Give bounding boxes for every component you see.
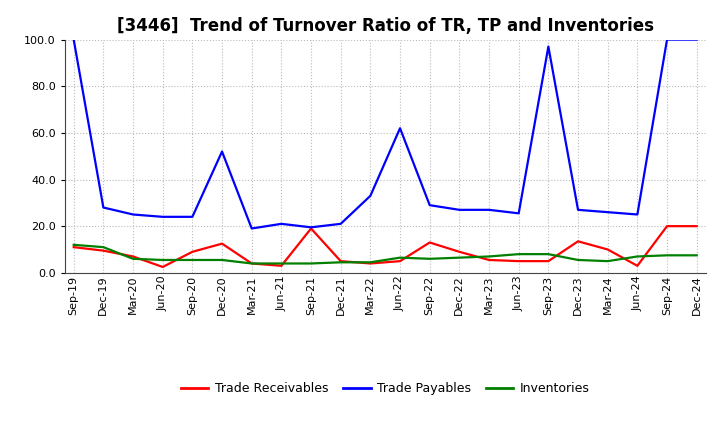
- Trade Receivables: [158, 264, 167, 270]
- Trade Payables: [366, 193, 374, 198]
- Trade Receivables: [426, 240, 434, 245]
- Trade Receivables: [514, 258, 523, 264]
- Trade Receivables: [396, 258, 405, 264]
- Trade Payables: [426, 202, 434, 208]
- Trade Receivables: [99, 248, 108, 253]
- Trade Payables: [455, 207, 464, 213]
- Trade Receivables: [693, 224, 701, 229]
- Trade Receivables: [485, 257, 493, 263]
- Inventories: [277, 261, 286, 266]
- Inventories: [662, 253, 671, 258]
- Trade Receivables: [603, 247, 612, 252]
- Trade Receivables: [188, 249, 197, 254]
- Title: [3446]  Trend of Turnover Ratio of TR, TP and Inventories: [3446] Trend of Turnover Ratio of TR, TP…: [117, 17, 654, 35]
- Inventories: [248, 261, 256, 266]
- Inventories: [426, 256, 434, 261]
- Trade Payables: [544, 44, 553, 49]
- Legend: Trade Receivables, Trade Payables, Inventories: Trade Receivables, Trade Payables, Inven…: [176, 377, 595, 400]
- Inventories: [217, 257, 226, 263]
- Inventories: [99, 245, 108, 250]
- Trade Receivables: [248, 261, 256, 266]
- Trade Payables: [129, 212, 138, 217]
- Trade Receivables: [277, 263, 286, 268]
- Inventories: [396, 255, 405, 260]
- Trade Payables: [514, 211, 523, 216]
- Inventories: [366, 260, 374, 265]
- Trade Receivables: [129, 254, 138, 259]
- Trade Payables: [69, 37, 78, 42]
- Trade Receivables: [336, 258, 345, 264]
- Inventories: [69, 242, 78, 247]
- Inventories: [307, 261, 315, 266]
- Inventories: [544, 252, 553, 257]
- Trade Receivables: [217, 241, 226, 246]
- Trade Receivables: [662, 224, 671, 229]
- Trade Payables: [188, 214, 197, 220]
- Inventories: [188, 257, 197, 263]
- Trade Payables: [485, 207, 493, 213]
- Trade Payables: [248, 226, 256, 231]
- Inventories: [129, 256, 138, 261]
- Trade Payables: [336, 221, 345, 227]
- Trade Receivables: [455, 249, 464, 254]
- Inventories: [603, 258, 612, 264]
- Inventories: [455, 255, 464, 260]
- Trade Payables: [693, 37, 701, 42]
- Trade Receivables: [633, 263, 642, 268]
- Inventories: [336, 260, 345, 265]
- Trade Payables: [217, 149, 226, 154]
- Inventories: [633, 254, 642, 259]
- Trade Payables: [396, 125, 405, 131]
- Trade Payables: [158, 214, 167, 220]
- Trade Payables: [307, 225, 315, 230]
- Inventories: [693, 253, 701, 258]
- Trade Receivables: [307, 226, 315, 231]
- Inventories: [574, 257, 582, 263]
- Inventories: [485, 254, 493, 259]
- Line: Trade Receivables: Trade Receivables: [73, 226, 697, 267]
- Inventories: [158, 257, 167, 263]
- Trade Payables: [603, 209, 612, 215]
- Trade Receivables: [69, 245, 78, 250]
- Trade Payables: [99, 205, 108, 210]
- Line: Inventories: Inventories: [73, 245, 697, 264]
- Inventories: [514, 252, 523, 257]
- Trade Payables: [574, 207, 582, 213]
- Trade Payables: [277, 221, 286, 227]
- Trade Receivables: [366, 261, 374, 266]
- Trade Payables: [662, 37, 671, 42]
- Trade Receivables: [544, 258, 553, 264]
- Trade Payables: [633, 212, 642, 217]
- Trade Receivables: [574, 238, 582, 244]
- Line: Trade Payables: Trade Payables: [73, 40, 697, 228]
